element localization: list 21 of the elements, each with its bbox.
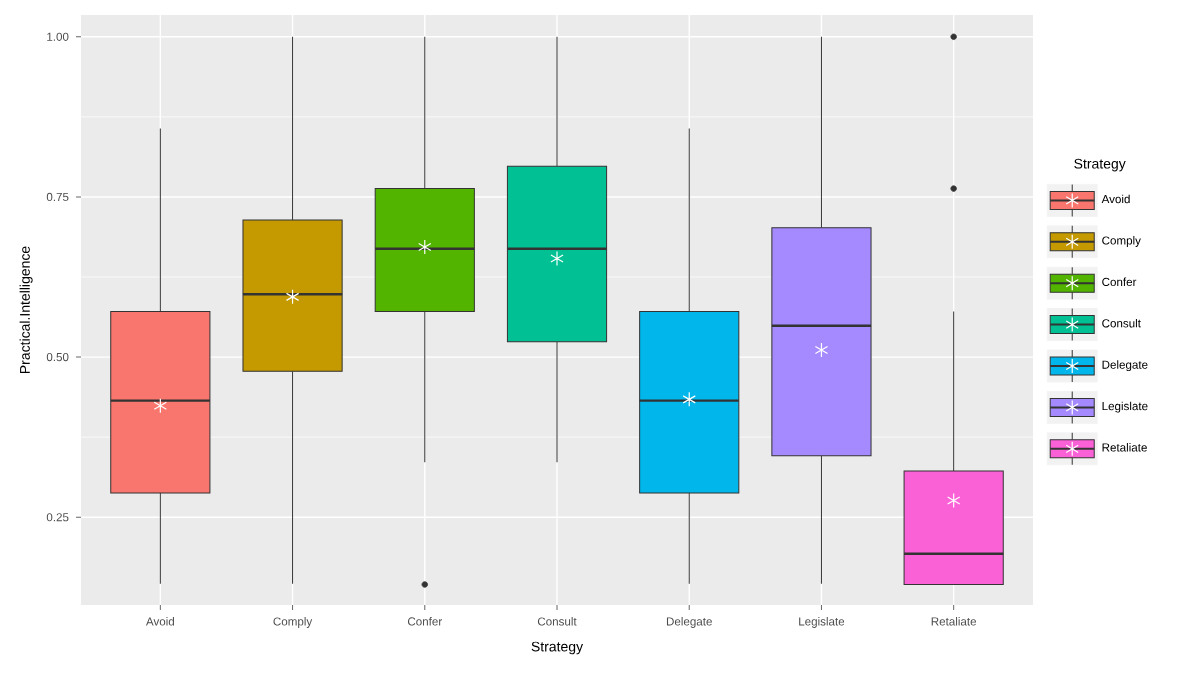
y-axis-title: Practical.Intelligence — [19, 246, 33, 374]
x-tick-label: Consult — [537, 617, 577, 626]
legend-label: Confer — [1102, 277, 1137, 287]
x-tick-label: Delegate — [666, 617, 712, 628]
legend-label: Avoid — [1101, 194, 1130, 204]
legend-title: Strategy — [1074, 158, 1126, 172]
x-tick-label: Avoid — [145, 617, 174, 626]
legend-label: Legislate — [1102, 401, 1148, 413]
x-axis-title: Strategy — [531, 641, 584, 655]
x-tick-label: Legislate — [799, 617, 845, 628]
legend-label: Consult — [1102, 318, 1141, 328]
y-tick-label: 0.75 — [46, 192, 69, 202]
legend-label: Comply — [1102, 236, 1141, 247]
legend-label: Delegate — [1102, 360, 1148, 372]
y-tick-label: 1.00 — [47, 32, 69, 41]
legend-label: Retaliate — [1102, 443, 1147, 452]
x-tick-label: Retaliate — [931, 617, 977, 626]
x-tick-label: Comply — [273, 617, 313, 628]
y-tick-label: 0.50 — [46, 352, 69, 362]
x-tick-label: Confer — [407, 617, 442, 626]
y-tick-label: 0.25 — [46, 513, 69, 522]
